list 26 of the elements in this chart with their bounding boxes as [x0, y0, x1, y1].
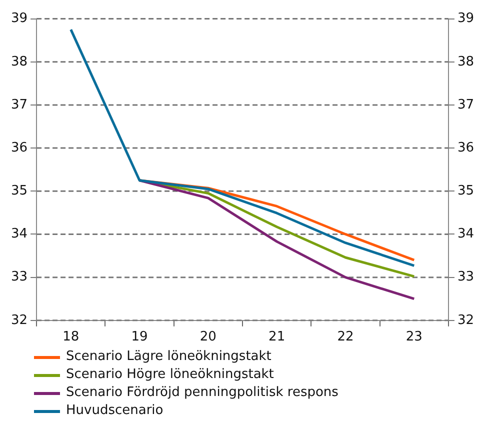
legend-label: Scenario Lägre löneökningstakt — [66, 348, 272, 366]
x-tick-label: 21 — [268, 330, 286, 345]
y-tick-label: 37 — [10, 97, 28, 112]
y2-tick-label: 32 — [457, 312, 474, 328]
x-tick-label: 18 — [62, 330, 80, 345]
y2-tick-label: 36 — [457, 140, 474, 156]
y-tick-label: 36 — [10, 140, 28, 156]
y-tick-label: 32 — [10, 312, 28, 328]
y2-tick-label: 37 — [457, 97, 474, 112]
x-tick-label: 23 — [406, 330, 422, 345]
legend-label: Huvudscenario — [66, 402, 164, 420]
y-tick-label: 33 — [10, 270, 28, 285]
x-tick-label: 19 — [131, 330, 148, 345]
y-tick-label: 34 — [10, 226, 28, 242]
y2-tick-label: 33 — [457, 270, 474, 285]
legend-label: Scenario Högre löneökningstakt — [66, 366, 274, 384]
x-tick-label: 22 — [337, 330, 354, 345]
y-tick-label: 38 — [10, 54, 28, 70]
y2-tick-label: 39 — [457, 11, 474, 26]
legend-label: Scenario Fördröjd penningpolitisk respons — [66, 384, 338, 402]
y2-tick-label: 34 — [457, 226, 474, 242]
y-tick-label: 39 — [10, 11, 28, 26]
y2-tick-label: 35 — [457, 184, 474, 199]
y2-tick-label: 38 — [457, 54, 474, 70]
y-tick-label: 35 — [10, 184, 28, 199]
x-tick-label: 20 — [200, 330, 216, 345]
